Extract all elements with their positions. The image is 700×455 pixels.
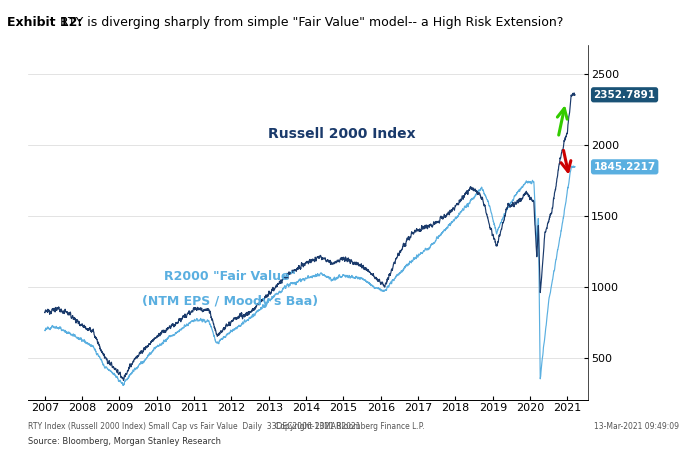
Text: 13-Mar-2021 09:49:09: 13-Mar-2021 09:49:09	[594, 422, 679, 431]
Text: Russell 2000 Index: Russell 2000 Index	[268, 127, 415, 141]
Text: Copyright 2021 Bloomberg Finance L.P.: Copyright 2021 Bloomberg Finance L.P.	[275, 422, 425, 431]
Text: RTY Index (Russell 2000 Index) Small Cap vs Fair Value  Daily  33DEC2006-13MAR20: RTY Index (Russell 2000 Index) Small Cap…	[28, 422, 360, 431]
Text: RTY is diverging sharply from simple "Fair Value" model-- a High Risk Extension?: RTY is diverging sharply from simple "Fa…	[52, 16, 564, 29]
Text: R2000 "Fair Value": R2000 "Fair Value"	[164, 270, 295, 283]
Text: (NTM EPS / Moody's Baa): (NTM EPS / Moody's Baa)	[141, 294, 318, 308]
Text: Source: Bloomberg, Morgan Stanley Research: Source: Bloomberg, Morgan Stanley Resear…	[28, 437, 221, 446]
Text: 2352.7891: 2352.7891	[594, 90, 656, 100]
Text: Exhibit 12:: Exhibit 12:	[7, 16, 83, 29]
Text: 1845.2217: 1845.2217	[594, 162, 656, 172]
